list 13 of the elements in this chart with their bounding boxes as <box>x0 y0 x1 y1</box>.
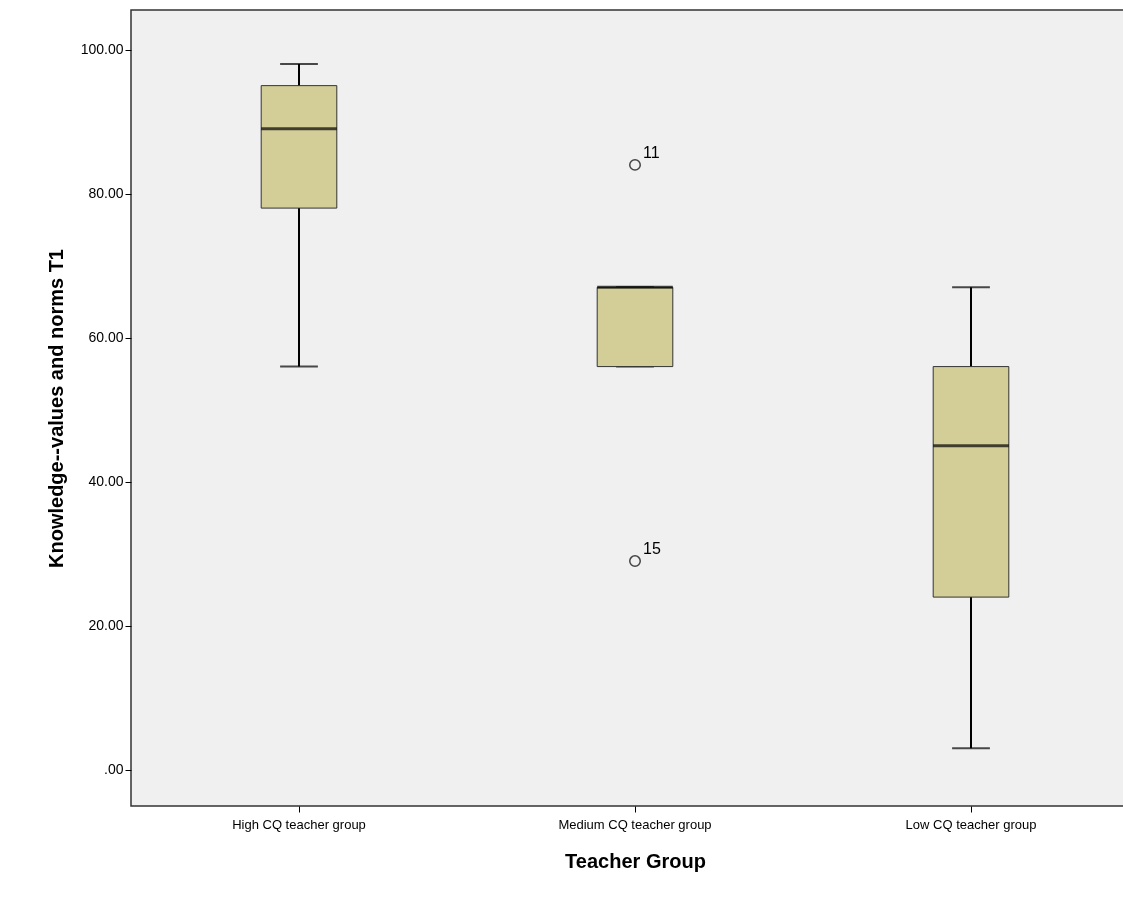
y-axis-title: Knowledge--values and norms T1 <box>44 249 67 568</box>
y-tick-label: 60.00 <box>88 329 124 346</box>
x-tick-label: Medium CQ teacher group <box>558 816 712 832</box>
x-tick-label: High CQ teacher group <box>232 816 366 832</box>
y-tick-label: 40.00 <box>88 473 124 490</box>
y-tick-label: 100.00 <box>80 41 124 58</box>
annotation: 15 <box>643 540 661 558</box>
annotation: 11 <box>643 143 660 161</box>
y-tick-label: .00 <box>104 761 124 778</box>
y-tick-label: 80.00 <box>88 185 124 202</box>
x-axis-title: Teacher Group <box>565 849 706 872</box>
x-tick-label: Low CQ teacher group <box>905 816 1037 832</box>
y-tick-label: 20.00 <box>88 617 124 634</box>
